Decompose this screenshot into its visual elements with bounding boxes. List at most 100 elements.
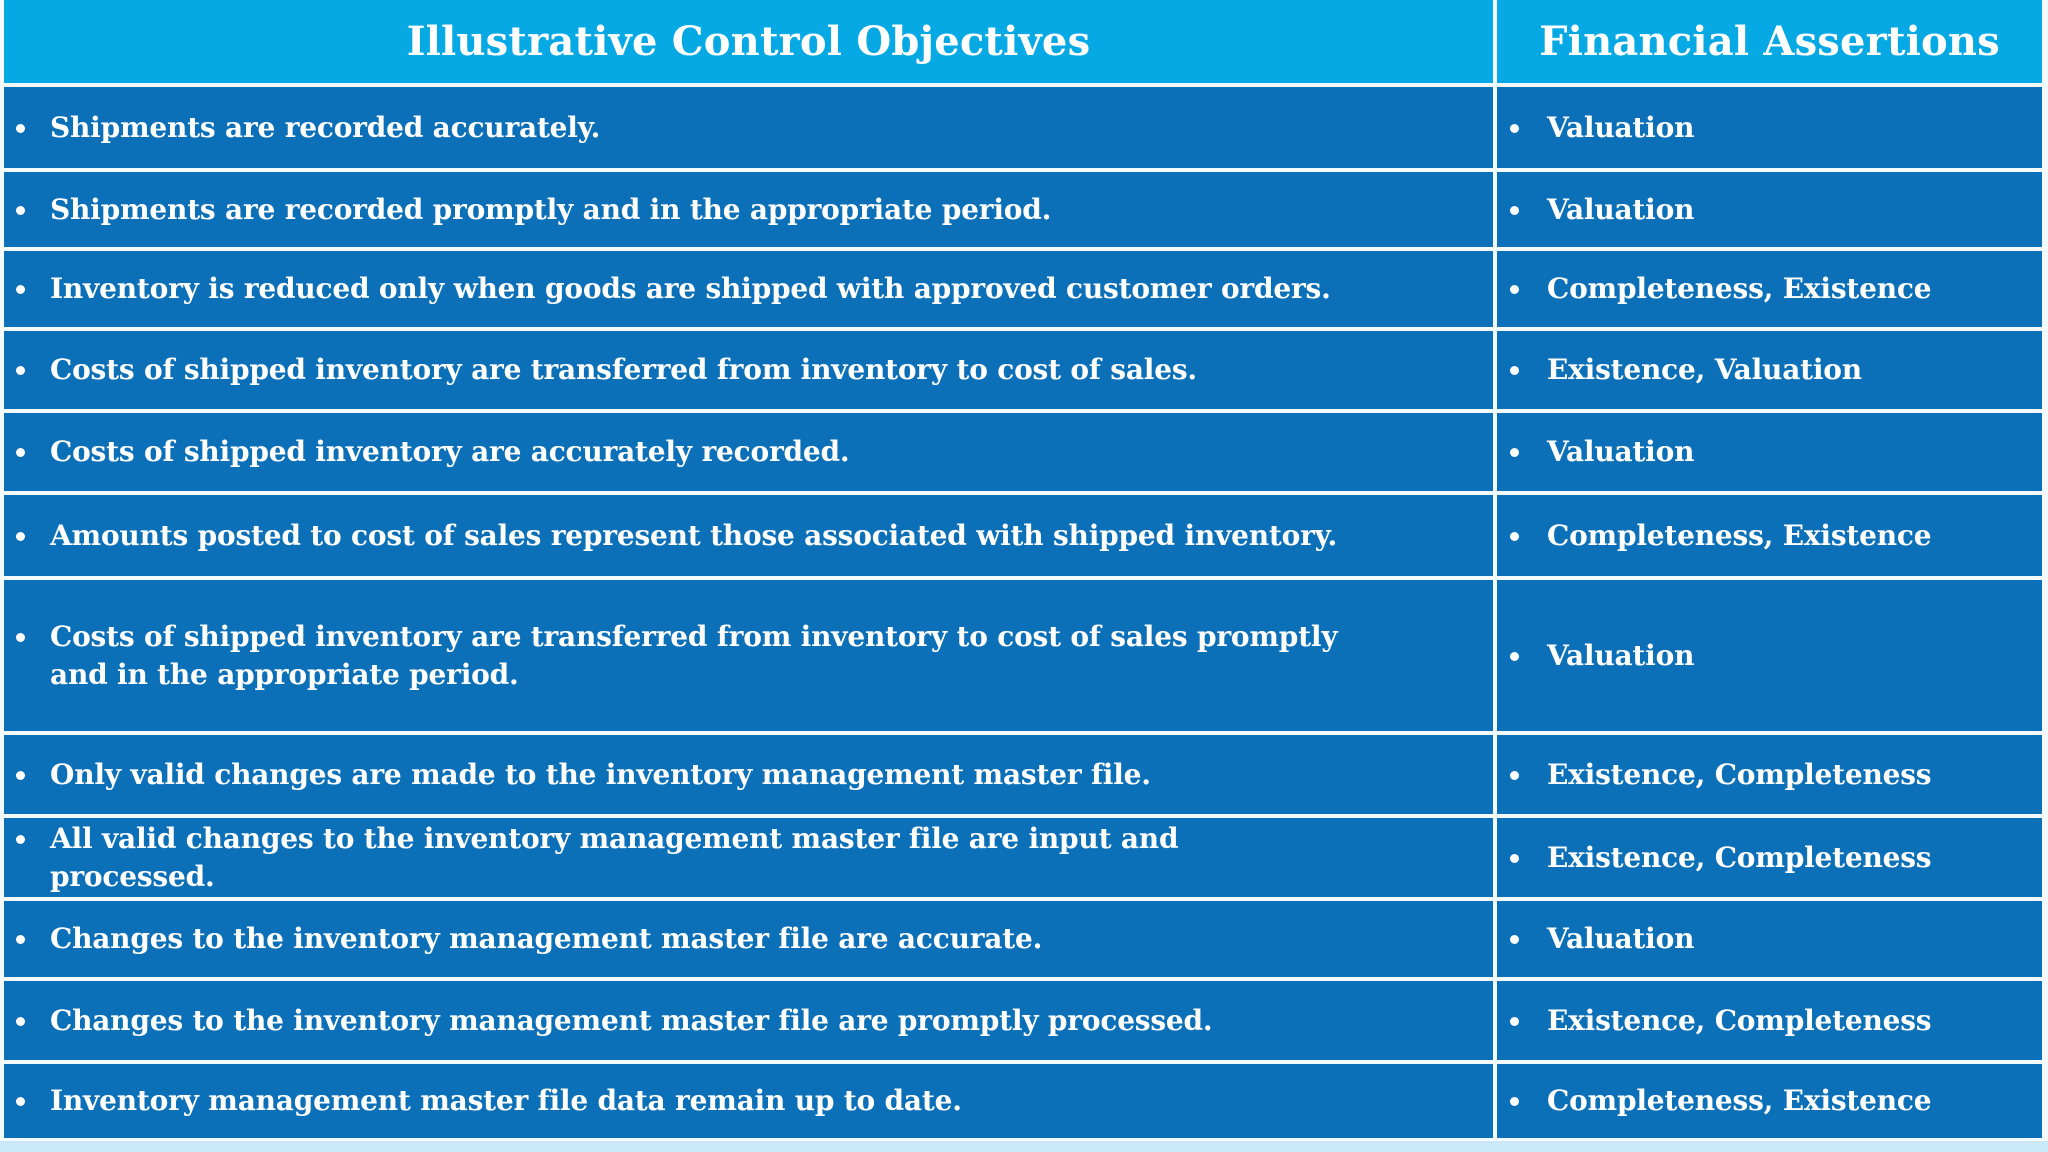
assertions-cell: Existence, Completeness <box>1497 981 2042 1060</box>
table-row: Inventory is reduced only when goods are… <box>4 251 2042 331</box>
objective-cell: Inventory is reduced only when goods are… <box>4 251 1497 327</box>
table-row: Inventory management master file data re… <box>4 1064 2042 1141</box>
table-row: Changes to the inventory management mast… <box>4 981 2042 1064</box>
assertions-item: Completeness, Existence <box>1497 270 1935 308</box>
bullet-icon <box>1510 770 1519 780</box>
assertions-text: Completeness, Existence <box>1547 1084 1932 1117</box>
assertions-item: Valuation <box>1497 109 1698 147</box>
bullet-icon <box>16 366 25 375</box>
assertions-text: Existence, Completeness <box>1547 1003 1932 1037</box>
objective-text: Inventory is reduced only when goods are… <box>50 272 1331 305</box>
assertions-cell: Valuation <box>1497 87 2042 168</box>
bullet-icon <box>1510 531 1519 541</box>
assertions-text: Valuation <box>1547 110 1695 144</box>
objective-cell: Shipments are recorded accurately. <box>4 87 1497 168</box>
objective-text: Shipments are recorded accurately. <box>50 110 601 144</box>
assertions-item: Valuation <box>1497 191 1698 229</box>
assertions-text: Valuation <box>1547 435 1695 468</box>
objective-item: All valid changes to the inventory manag… <box>4 820 1182 896</box>
column-header-assertions: Financial Assertions <box>1539 18 2000 65</box>
table-row: Costs of shipped inventory are transferr… <box>4 331 2042 413</box>
bullet-icon <box>1510 651 1519 661</box>
objective-cell: Changes to the inventory management mast… <box>4 981 1497 1060</box>
table-row: All valid changes to the inventory manag… <box>4 818 2042 901</box>
objective-item: Changes to the inventory management mast… <box>4 1002 1216 1040</box>
table-row: Costs of shipped inventory are transferr… <box>4 580 2042 735</box>
slide-background-strip <box>0 1141 2048 1152</box>
assertions-item: Valuation <box>1497 433 1698 471</box>
objective-cell: Inventory management master file data re… <box>4 1064 1497 1138</box>
bullet-icon <box>1510 1016 1519 1026</box>
assertions-text: Valuation <box>1547 638 1695 672</box>
bullet-icon <box>16 935 25 944</box>
assertions-item: Existence, Completeness <box>1497 1002 1935 1040</box>
assertions-cell: Valuation <box>1497 413 2042 491</box>
objective-item: Costs of shipped inventory are transferr… <box>4 351 1201 389</box>
assertions-item: Valuation <box>1497 637 1698 675</box>
bullet-icon <box>16 770 25 780</box>
objective-text: Costs of shipped inventory are transferr… <box>50 353 1197 386</box>
assertions-cell: Valuation <box>1497 580 2042 731</box>
assertions-cell: Completeness, Existence <box>1497 1064 2042 1138</box>
assertions-cell: Completeness, Existence <box>1497 251 2042 327</box>
objective-text: Inventory management master file data re… <box>50 1084 962 1117</box>
bullet-icon <box>1510 285 1519 294</box>
assertions-cell: Existence, Valuation <box>1497 331 2042 409</box>
bullet-icon <box>1510 448 1519 457</box>
assertions-cell: Valuation <box>1497 901 2042 977</box>
objective-cell: Amounts posted to cost of sales represen… <box>4 495 1497 576</box>
bullet-icon <box>16 632 25 642</box>
objective-cell: Costs of shipped inventory are accuratel… <box>4 413 1497 491</box>
table-row: Amounts posted to cost of sales represen… <box>4 495 2042 580</box>
assertions-text: Completeness, Existence <box>1547 272 1932 305</box>
objective-cell: All valid changes to the inventory manag… <box>4 818 1497 897</box>
table-row: Shipments are recorded promptly and in t… <box>4 172 2042 251</box>
assertions-item: Existence, Valuation <box>1497 351 1866 389</box>
bullet-icon <box>16 531 25 541</box>
bullet-icon <box>16 123 25 133</box>
objective-item: Inventory management master file data re… <box>4 1082 966 1120</box>
assertions-text: Valuation <box>1547 192 1695 226</box>
bullet-icon <box>16 205 25 215</box>
assertions-text: Existence, Completeness <box>1547 757 1932 791</box>
assertions-item: Completeness, Existence <box>1497 517 1935 555</box>
assertions-cell: Completeness, Existence <box>1497 495 2042 576</box>
table-header-row: Illustrative Control Objectives Financia… <box>4 0 2042 87</box>
objective-text: Costs of shipped inventory are transferr… <box>50 619 1338 691</box>
assertions-item: Existence, Completeness <box>1497 839 1935 877</box>
bullet-icon <box>16 285 25 294</box>
objective-cell: Shipments are recorded promptly and in t… <box>4 172 1497 247</box>
table-row: Costs of shipped inventory are accuratel… <box>4 413 2042 495</box>
objective-text: Costs of shipped inventory are accuratel… <box>50 435 850 468</box>
objective-cell: Changes to the inventory management mast… <box>4 901 1497 977</box>
objective-text: Amounts posted to cost of sales represen… <box>50 518 1338 552</box>
objective-cell: Only valid changes are made to the inven… <box>4 735 1497 814</box>
objective-item: Inventory is reduced only when goods are… <box>4 270 1335 308</box>
objective-text: Only valid changes are made to the inven… <box>50 757 1151 791</box>
assertions-item: Completeness, Existence <box>1497 1082 1935 1120</box>
bullet-icon <box>1510 935 1519 944</box>
bullet-icon <box>16 1097 25 1106</box>
objective-item: Costs of shipped inventory are transferr… <box>4 618 1341 694</box>
objective-text: All valid changes to the inventory manag… <box>50 821 1179 893</box>
assertions-item: Valuation <box>1497 920 1698 958</box>
assertions-item: Existence, Completeness <box>1497 756 1935 794</box>
bullet-icon <box>16 448 25 457</box>
assertions-cell: Existence, Completeness <box>1497 818 2042 897</box>
bullet-icon <box>1510 205 1519 215</box>
assertions-text: Existence, Valuation <box>1547 353 1862 386</box>
objective-item: Costs of shipped inventory are accuratel… <box>4 433 853 471</box>
objective-text: Changes to the inventory management mast… <box>50 1003 1213 1037</box>
assertions-text: Existence, Completeness <box>1547 840 1932 874</box>
objective-item: Shipments are recorded accurately. <box>4 109 604 147</box>
objective-item: Shipments are recorded promptly and in t… <box>4 191 1055 229</box>
objective-cell: Costs of shipped inventory are transferr… <box>4 331 1497 409</box>
column-header-objectives: Illustrative Control Objectives <box>4 0 1497 83</box>
objective-text: Changes to the inventory management mast… <box>50 922 1043 955</box>
objective-text: Shipments are recorded promptly and in t… <box>50 192 1052 226</box>
table-row: Only valid changes are made to the inven… <box>4 735 2042 818</box>
bullet-icon <box>1510 853 1519 863</box>
objective-item: Only valid changes are made to the inven… <box>4 756 1155 794</box>
